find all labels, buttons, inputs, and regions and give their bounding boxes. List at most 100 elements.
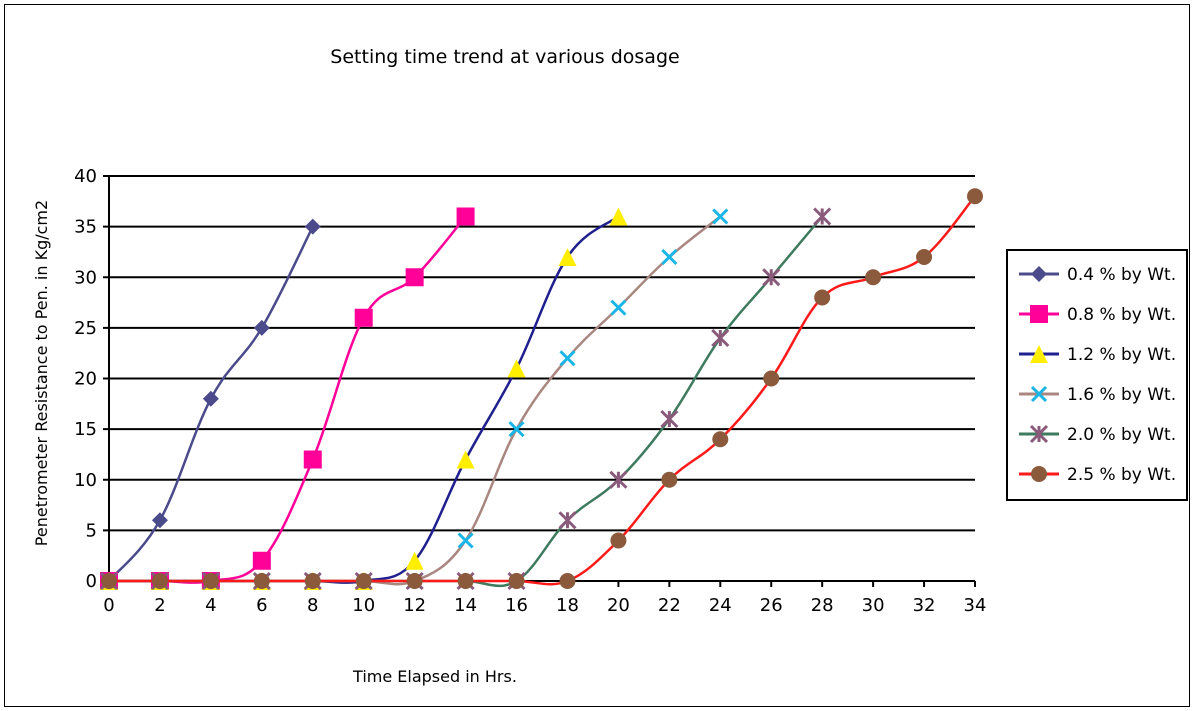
data-point: [508, 573, 525, 589]
data-point: [354, 308, 373, 327]
data-point: [661, 471, 678, 488]
data-point: [610, 299, 627, 316]
legend: 0.4 % by Wt. 0.8 % by Wt. 1.2 % by Wt. 1.6 …: [1006, 249, 1188, 501]
legend-marker: [1031, 266, 1047, 282]
data-point: [916, 249, 933, 265]
data-point: [813, 207, 832, 226]
x-tick-label: 0: [103, 595, 114, 616]
legend-label: 0.4 % by Wt.: [1067, 265, 1176, 285]
data-point: [507, 359, 526, 378]
data-point: [610, 532, 627, 549]
data-point: [711, 328, 730, 348]
data-point: [456, 207, 475, 226]
data-point: [202, 573, 219, 589]
data-point: [151, 512, 168, 529]
data-point: [712, 431, 729, 448]
legend-label: 1.6 % by Wt.: [1067, 385, 1176, 405]
data-point: [304, 573, 321, 589]
y-tick-label: 0: [86, 571, 97, 592]
data-point: [253, 319, 270, 336]
data-point: [151, 573, 168, 589]
data-point: [559, 350, 576, 367]
data-point: [660, 409, 679, 429]
x-tick-label: 22: [658, 595, 681, 616]
legend-marker: [1029, 424, 1049, 444]
data-point: [762, 268, 781, 287]
data-point: [661, 248, 678, 266]
y-tick-label: 10: [74, 470, 97, 491]
data-point: [814, 289, 831, 306]
series-line: [109, 215, 620, 584]
x-axis-title: Time Elapsed in Hrs.: [352, 667, 517, 686]
chart-svg: Setting time trend at various dosage Tim…: [32, 46, 1188, 686]
x-tick-label: 2: [154, 595, 165, 616]
chart-frame: Setting time trend at various dosage Tim…: [4, 4, 1190, 707]
legend-marker: [1031, 466, 1047, 482]
chart-title: Setting time trend at various dosage: [330, 46, 679, 68]
data-point: [609, 470, 628, 489]
data-point: [303, 450, 322, 469]
data-point: [559, 573, 576, 589]
y-tick-label: 30: [74, 267, 97, 288]
x-tick-label: 8: [307, 595, 318, 616]
data-point: [457, 573, 474, 589]
x-tick-label: 20: [607, 595, 630, 616]
y-tick-label: 15: [74, 419, 97, 440]
data-point: [609, 207, 628, 226]
legend-item: 1.2 % by Wt.: [1019, 345, 1176, 365]
y-tick-label: 20: [74, 369, 97, 390]
legend-item: 2.0 % by Wt.: [1019, 424, 1176, 445]
legend-marker: [1030, 305, 1048, 323]
legend-label: 2.0 % by Wt.: [1067, 425, 1176, 445]
series-1: [101, 218, 321, 589]
x-tick-label: 6: [256, 595, 267, 616]
data-point: [202, 390, 219, 407]
data-point: [558, 511, 577, 530]
data-point: [457, 532, 474, 549]
x-tick-label: 16: [505, 595, 528, 616]
y-tick-label: 40: [74, 166, 97, 187]
x-tick-label: 32: [913, 595, 936, 616]
legend-box: [1006, 249, 1188, 501]
data-point: [508, 421, 525, 438]
legend-item: 0.8 % by Wt.: [1019, 305, 1176, 325]
series-2: [100, 207, 475, 590]
data-point: [712, 208, 729, 225]
x-tick-label: 30: [862, 595, 885, 616]
data-point: [865, 269, 882, 286]
legend-marker: [1030, 385, 1048, 403]
x-tick-label: 18: [556, 595, 579, 616]
data-point: [253, 573, 270, 589]
series-layer: [99, 188, 983, 591]
y-axis-title: Penetrometer Resistance to Pen. in Kg/cm…: [32, 200, 51, 546]
legend-label: 2.5 % by Wt.: [1067, 465, 1176, 485]
data-point: [405, 268, 424, 287]
data-point: [406, 573, 423, 589]
data-point: [558, 248, 577, 266]
x-tick-label: 26: [760, 595, 783, 616]
x-tick-label: 34: [964, 595, 987, 616]
data-point: [967, 188, 983, 205]
legend-label: 1.2 % by Wt.: [1067, 345, 1176, 365]
data-point: [101, 573, 117, 589]
series-3: [100, 207, 628, 590]
data-point: [252, 551, 271, 570]
legend-item: 1.6 % by Wt.: [1019, 385, 1176, 405]
x-tick-label: 10: [352, 595, 375, 616]
legend-label: 0.8 % by Wt.: [1067, 305, 1176, 325]
x-tick-label: 28: [811, 595, 834, 616]
legend-item: 0.4 % by Wt.: [1019, 265, 1176, 285]
data-point: [456, 450, 475, 469]
data-point: [405, 551, 424, 570]
data-point: [304, 218, 321, 235]
grid-lines: [109, 175, 975, 532]
legend-marker: [1030, 345, 1048, 363]
y-tick-label: 25: [74, 318, 97, 339]
x-tick-label: 4: [205, 595, 216, 616]
y-tick-label: 5: [86, 520, 97, 541]
data-point: [763, 370, 780, 387]
x-tick-label: 24: [709, 595, 732, 616]
data-point: [355, 573, 372, 589]
y-tick-label: 35: [74, 217, 97, 238]
